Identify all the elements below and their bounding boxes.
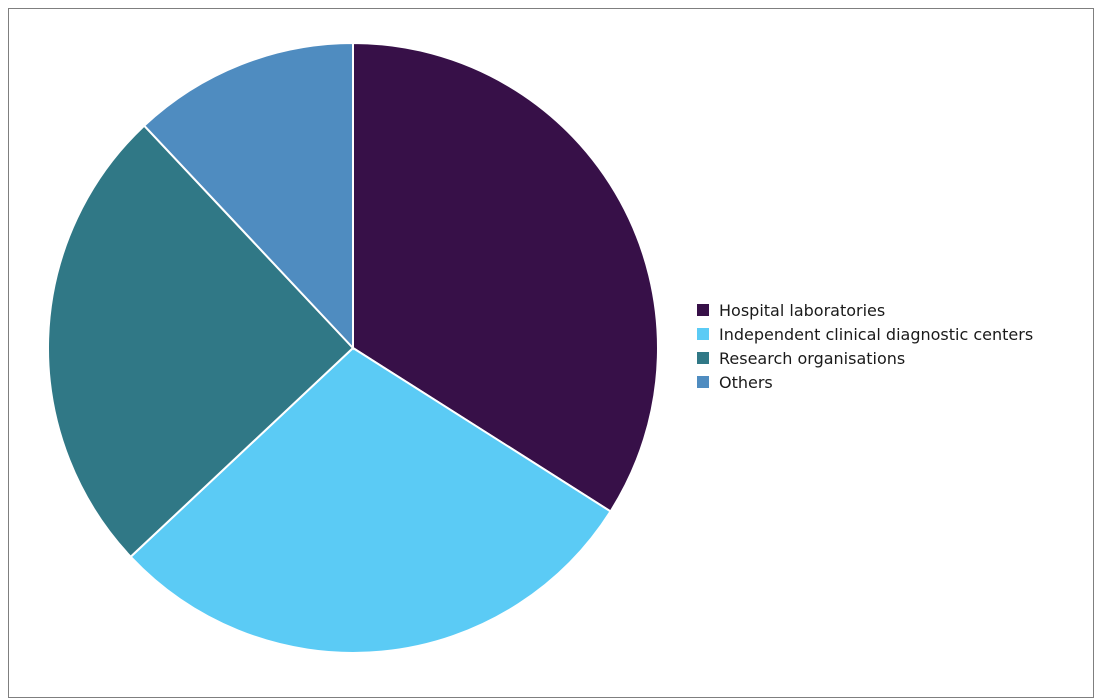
pie-slice-independent-clinical-diagnostic-centers (129, 346, 612, 654)
legend-label: Research organisations (719, 348, 906, 368)
legend-label: Others (719, 372, 773, 392)
legend-label: Hospital laboratories (719, 300, 886, 320)
legend-swatch (697, 328, 709, 340)
legend-swatch (697, 304, 709, 316)
legend-label: Independent clinical diagnostic centers (719, 324, 1034, 344)
legend-swatch (697, 352, 709, 364)
legend: Hospital laboratories Independent clinica… (697, 298, 1033, 394)
legend-item: Research organisations (697, 346, 1033, 370)
pie-slice-research-organisations (47, 124, 355, 559)
pie-slice-others (142, 41, 354, 351)
legend-swatch (697, 376, 709, 388)
legend-item: Hospital laboratories (697, 298, 1033, 322)
legend-item: Others (697, 370, 1033, 394)
legend-item: Independent clinical diagnostic centers (697, 322, 1033, 346)
pie-slice-hospital-laboratories (352, 41, 659, 513)
